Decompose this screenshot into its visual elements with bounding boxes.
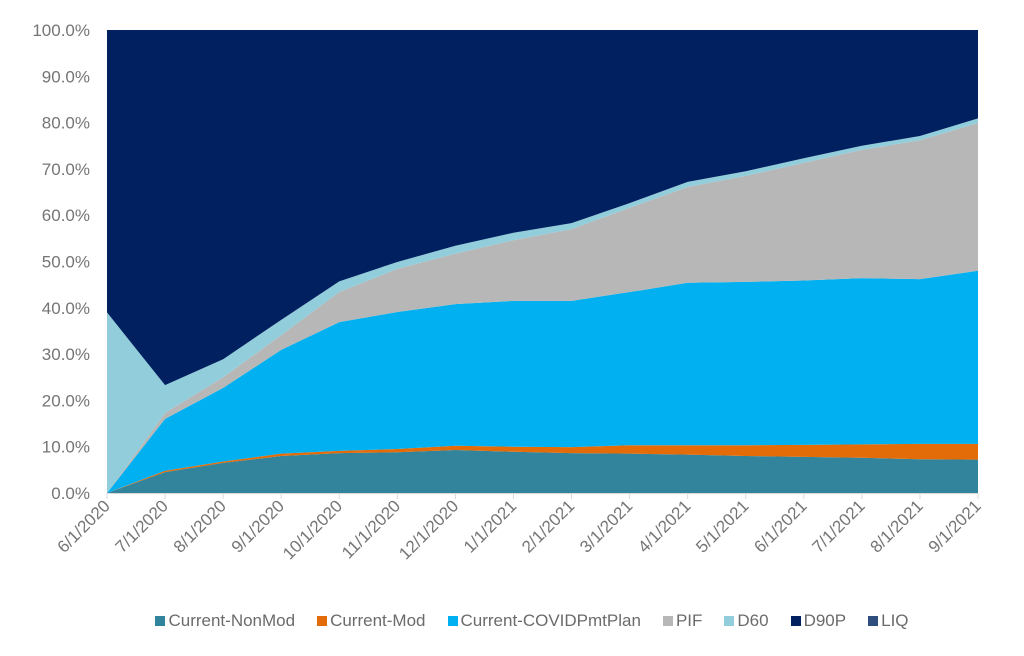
x-tick-label: 1/1/2021 xyxy=(460,496,520,556)
x-tick-label: 2/1/2021 xyxy=(518,496,578,556)
legend-item: D90P xyxy=(790,611,847,631)
legend-swatch xyxy=(724,616,735,626)
legend-label: D60 xyxy=(737,611,769,630)
x-tick-label: 7/1/2021 xyxy=(808,496,868,556)
x-tick-label: 3/1/2021 xyxy=(576,496,636,556)
x-tick-label: 8/1/2021 xyxy=(867,496,927,556)
legend-label: PIF xyxy=(675,611,703,630)
x-tick-label: 11/1/2020 xyxy=(338,496,404,562)
legend-swatch xyxy=(317,616,328,626)
legend-swatch xyxy=(790,616,801,626)
x-tick-label: 6/1/2020 xyxy=(54,496,114,556)
legend-item: D60 xyxy=(724,611,769,631)
area-pif xyxy=(107,123,978,493)
x-tick-label: 9/1/2020 xyxy=(228,496,288,556)
legend-item: Current-Mod xyxy=(317,611,426,631)
legend-item: LIQ xyxy=(868,611,909,631)
area-current-covidpmtplan xyxy=(107,270,978,493)
y-tick-label: 80.0% xyxy=(42,114,90,133)
y-tick-label: 60.0% xyxy=(42,206,90,225)
chart-legend: Current-NonMod Current-Mod Current-COVIDPm… xyxy=(0,607,1024,635)
legend-swatch xyxy=(662,616,673,626)
legend-label: Current-COVIDPmtPlan xyxy=(460,611,641,630)
y-tick-label: 0.0% xyxy=(51,484,90,503)
legend-item: Current-NonMod xyxy=(155,611,295,631)
y-tick-label: 30.0% xyxy=(42,345,90,364)
legend-label: Current-NonMod xyxy=(168,611,296,630)
legend-label: LIQ xyxy=(881,611,909,630)
y-tick-label: 90.0% xyxy=(42,67,90,86)
legend-label: D90P xyxy=(803,611,847,630)
y-axis-ticks: 0.0% 10.0% 20.0% 30.0% 40.0% 50.0% 60.0% 70.0% 8… xyxy=(32,21,90,503)
y-tick-label: 40.0% xyxy=(42,299,90,318)
x-tick-label: 9/1/2021 xyxy=(925,496,985,556)
x-tick-label: 5/1/2021 xyxy=(692,496,752,556)
area-series-group xyxy=(107,30,978,494)
x-tick-label: 8/1/2020 xyxy=(170,496,230,556)
legend-label: Current-Mod xyxy=(330,611,426,630)
y-tick-label: 100.0% xyxy=(32,21,90,40)
legend-swatch xyxy=(155,616,166,626)
x-tick-label: 7/1/2020 xyxy=(112,496,172,556)
legend-swatch xyxy=(447,616,458,626)
x-tick-label: 12/1/2020 xyxy=(395,496,462,563)
area-current-mod xyxy=(107,443,978,493)
y-tick-label: 20.0% xyxy=(42,391,90,410)
x-tick-label: 6/1/2021 xyxy=(750,496,810,556)
y-tick-label: 10.0% xyxy=(42,438,90,457)
y-tick-label: 50.0% xyxy=(42,253,90,272)
y-tick-label: 70.0% xyxy=(42,160,90,179)
legend-item: Current-COVIDPmtPlan xyxy=(447,611,641,631)
x-tick-label: 10/1/2020 xyxy=(279,496,346,563)
legend-item: PIF xyxy=(662,611,703,631)
area-current-nonmod xyxy=(107,449,978,493)
x-tick-label: 4/1/2021 xyxy=(634,496,694,556)
area-d90p xyxy=(107,30,978,386)
legend-swatch xyxy=(868,616,879,626)
x-axis-ticks: 6/1/20207/1/20208/1/20209/1/202010/1/202… xyxy=(54,493,985,563)
